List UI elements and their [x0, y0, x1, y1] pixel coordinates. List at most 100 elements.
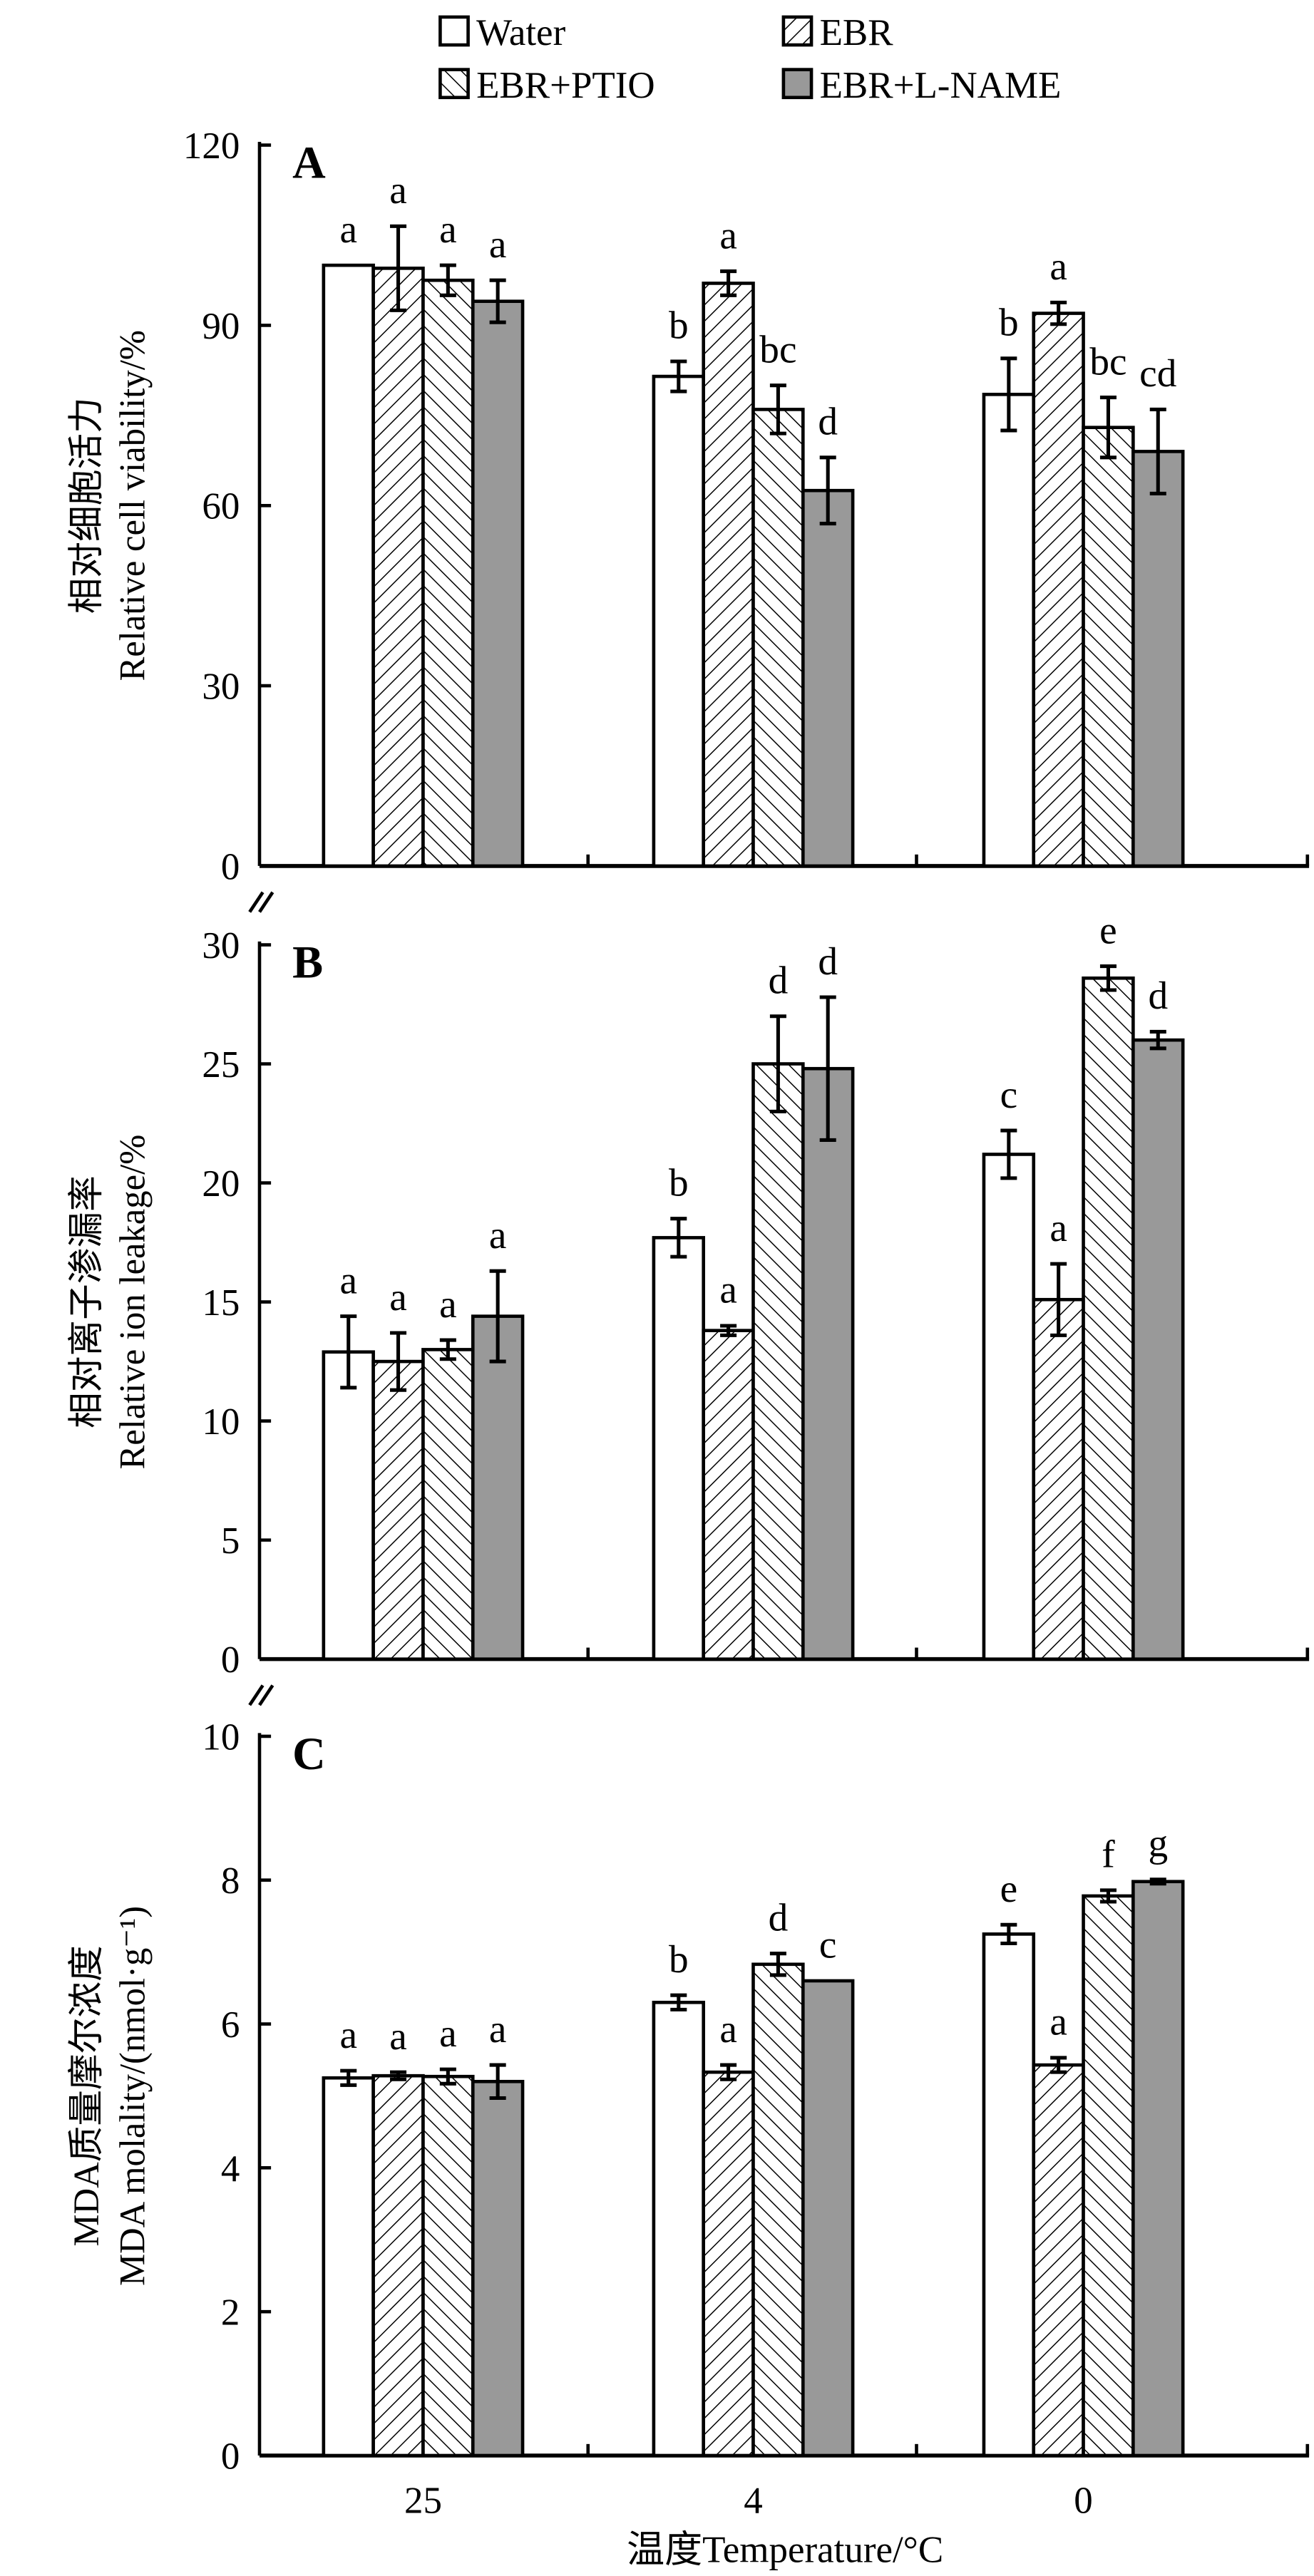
significance-letter: d [769, 1895, 789, 1939]
y-tick-label: 25 [202, 1044, 240, 1086]
y-axis-label-cn: 相对离子渗漏率 [66, 1175, 106, 1428]
legend-swatch-2 [438, 68, 470, 100]
y-tick-label: 20 [202, 1163, 240, 1205]
y-tick-label: 6 [221, 2004, 240, 2046]
significance-letter: d [818, 400, 838, 443]
legend-label-3: EBR+L-NAME [820, 65, 1062, 106]
bar-Water-0 [982, 1153, 1036, 1661]
significance-letter: a [339, 1258, 357, 1302]
y-tick-label: 15 [202, 1282, 240, 1324]
panel-label: C [292, 1729, 326, 1779]
x-tick-label: 4 [744, 2480, 762, 2522]
significance-letter: e [1000, 1867, 1018, 1910]
panel-label: B [292, 937, 323, 988]
bar-EBR+L-NAME-0 [1131, 1880, 1185, 2458]
legend: Water EBR EBR+PTIO EBR+L-NAME [438, 12, 1062, 106]
bar-EBR+L-NAME-0 [1131, 1038, 1185, 1661]
bar-EBR+PTIO-0 [1082, 976, 1135, 1661]
significance-letter: a [389, 168, 407, 212]
bar-EBR-25 [371, 1359, 425, 1661]
significance-letter: b [669, 1160, 689, 1204]
significance-letter: a [389, 2014, 407, 2058]
bar-EBR-25 [371, 2073, 425, 2458]
significance-letter: a [489, 1213, 507, 1257]
significance-letter: cd [1139, 351, 1176, 395]
x-axis-labels: 25 4 0 温度Temperature/°C [404, 2480, 1093, 2571]
legend-swatch-3 [781, 68, 813, 100]
bar-EBR+L-NAME-4 [801, 1066, 855, 1661]
y-tick-label: 60 [202, 486, 240, 527]
bar-EBR+L-NAME-25 [471, 1314, 525, 1661]
bar-EBR+PTIO-0 [1082, 426, 1135, 868]
bar-Water-4 [652, 2000, 705, 2458]
y-axis-label-en: Relative ion leakage/% [113, 1135, 153, 1470]
y-tick-label: 0 [221, 2436, 240, 2477]
bar-Water-25 [322, 1350, 375, 1661]
axis-break-mark [258, 891, 274, 913]
bar-Water-4 [652, 1236, 705, 1661]
bar-EBR+L-NAME-0 [1131, 450, 1185, 868]
y-tick-label: 30 [202, 666, 240, 708]
significance-letter: a [1049, 2000, 1067, 2044]
bar-EBR+L-NAME-25 [471, 2079, 525, 2458]
significance-letter: a [719, 213, 737, 257]
significance-letter: a [439, 207, 457, 251]
y-axis-label-cn: MDA质量摩尔浓度 [66, 1945, 106, 2246]
significance-letter: a [439, 1282, 457, 1326]
bar-EBR+PTIO-25 [421, 2074, 475, 2458]
y-tick-label: 4 [221, 2148, 240, 2190]
significance-letter: a [1049, 1206, 1067, 1250]
bar-EBR-25 [371, 267, 425, 868]
bar-EBR-0 [1032, 1297, 1085, 1661]
axis-break-mark [258, 1684, 274, 1706]
significance-letter: bc [1089, 339, 1126, 383]
significance-letter: a [439, 2011, 457, 2055]
x-axis-title: 温度Temperature/°C [627, 2530, 943, 2571]
significance-letter: bc [759, 327, 796, 371]
bar-EBR-0 [1032, 2063, 1085, 2458]
legend-swatch-0 [438, 15, 470, 47]
significance-letter: a [489, 2007, 507, 2051]
significance-letter: d [1148, 974, 1168, 1017]
bar-Water-0 [982, 1932, 1036, 2458]
legend-label-1: EBR [820, 12, 894, 53]
y-tick-label: 30 [202, 925, 240, 967]
axis-break-mark [248, 1684, 265, 1706]
y-tick-label: 2 [221, 2292, 240, 2334]
legend-swatch-1 [781, 15, 813, 47]
significance-letter: d [818, 939, 838, 983]
y-tick-label: 120 [183, 125, 240, 167]
significance-letter: e [1099, 908, 1117, 952]
bar-EBR-0 [1032, 311, 1085, 868]
significance-letter: a [339, 2013, 357, 2056]
panel-label: A [292, 138, 326, 188]
y-tick-label: 10 [202, 1716, 240, 1758]
legend-label-2: EBR+PTIO [476, 65, 655, 106]
bar-EBR+PTIO-4 [751, 408, 805, 868]
significance-letter: a [719, 2007, 737, 2051]
significance-letter: a [489, 222, 507, 266]
bar-EBR-4 [702, 1329, 755, 1661]
bar-Water-0 [982, 393, 1036, 868]
bar-Water-4 [652, 374, 705, 868]
y-tick-label: 5 [221, 1520, 240, 1562]
panel-B: 0 5 10 15 20 25 30 B 相对离子渗漏率 Relative ion leakage… [66, 908, 1310, 1706]
y-axis-label-cn: 相对细胞活力 [66, 397, 106, 614]
significance-letter: d [769, 958, 789, 1001]
y-tick-label: 90 [202, 306, 240, 347]
significance-letter: a [719, 1268, 737, 1312]
bar-EBR+L-NAME-25 [471, 299, 525, 868]
bar-EBR-4 [702, 282, 755, 868]
significance-letter: a [339, 207, 357, 251]
x-tick-label: 0 [1074, 2480, 1092, 2522]
significance-letter: b [669, 304, 689, 347]
significance-letter: g [1148, 1821, 1168, 1865]
significance-letter: c [1000, 1073, 1018, 1116]
y-axis-label-en: MDA molality/(nmol·g⁻¹) [113, 1906, 153, 2286]
bar-EBR+PTIO-4 [751, 1062, 805, 1661]
bar-EBR+L-NAME-4 [801, 1979, 855, 2458]
bar-EBR+PTIO-25 [421, 1348, 475, 1661]
significance-letter: f [1102, 1833, 1115, 1876]
significance-letter: a [1049, 244, 1067, 288]
